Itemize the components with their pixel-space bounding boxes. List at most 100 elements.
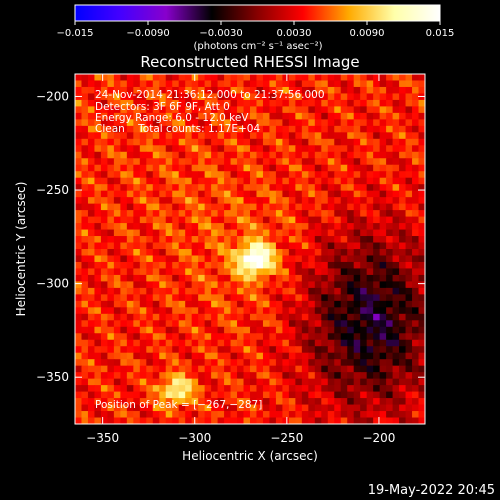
heatmap-cell bbox=[139, 378, 147, 386]
heatmap-cell bbox=[211, 300, 219, 308]
heatmap-cell bbox=[120, 242, 128, 250]
heatmap-cell bbox=[282, 223, 290, 231]
heatmap-cell bbox=[347, 203, 355, 211]
heatmap-cell bbox=[172, 281, 180, 289]
heatmap-cell bbox=[373, 177, 381, 185]
heatmap-cell bbox=[250, 223, 258, 231]
heatmap-cell bbox=[340, 391, 348, 399]
heatmap-cell bbox=[360, 287, 368, 295]
heatmap-cell bbox=[243, 417, 251, 424]
info-line-time: 24-Nov-2014 21:36:12.000 to 21:37:56.000 bbox=[95, 89, 325, 101]
heatmap-cell bbox=[237, 346, 245, 354]
heatmap-cell bbox=[152, 339, 160, 347]
heatmap-cell bbox=[237, 197, 245, 205]
heatmap-cell bbox=[152, 398, 160, 406]
heatmap-cell bbox=[334, 372, 342, 380]
heatmap-cell bbox=[301, 236, 309, 244]
heatmap-cell bbox=[139, 184, 147, 192]
heatmap-cell bbox=[250, 404, 258, 412]
heatmap-cell bbox=[75, 281, 83, 289]
heatmap-cell bbox=[126, 164, 134, 172]
heatmap-cell bbox=[314, 346, 322, 354]
heatmap-cell bbox=[386, 339, 394, 347]
heatmap-cell bbox=[418, 372, 425, 380]
heatmap-cell bbox=[340, 346, 348, 354]
heatmap-cell bbox=[373, 99, 381, 108]
heatmap-cell bbox=[308, 138, 316, 146]
heatmap-cell bbox=[288, 261, 296, 270]
heatmap-cell bbox=[256, 294, 264, 302]
heatmap-cell bbox=[269, 326, 277, 334]
heatmap-cell bbox=[217, 255, 225, 263]
heatmap-cell bbox=[288, 242, 296, 250]
heatmap-cell bbox=[75, 164, 83, 172]
heatmap-cell bbox=[295, 274, 303, 283]
heatmap-cell bbox=[230, 86, 238, 95]
heatmap-cell bbox=[230, 372, 238, 380]
heatmap-cell bbox=[146, 300, 154, 308]
heatmap-cell bbox=[373, 333, 381, 341]
heatmap-cell bbox=[217, 249, 225, 257]
heatmap-cell bbox=[295, 339, 303, 347]
heatmap-cell bbox=[146, 261, 154, 270]
heatmap-cell bbox=[94, 190, 102, 198]
heatmap-cell bbox=[360, 300, 368, 308]
heatmap-cell bbox=[379, 333, 387, 341]
heatmap-cell bbox=[275, 125, 284, 133]
heatmap-cell bbox=[217, 359, 225, 367]
heatmap-cell bbox=[75, 359, 83, 367]
heatmap-cell bbox=[211, 158, 219, 166]
heatmap-cell bbox=[360, 249, 368, 257]
heatmap-cell bbox=[237, 138, 245, 146]
heatmap-cell bbox=[250, 365, 258, 373]
heatmap-cell bbox=[185, 99, 193, 108]
heatmap-cell bbox=[392, 411, 400, 419]
heatmap-cell bbox=[152, 106, 160, 114]
heatmap-cell bbox=[399, 411, 407, 419]
heatmap-cell bbox=[275, 184, 284, 192]
heatmap-cell bbox=[327, 171, 335, 179]
heatmap-cell bbox=[392, 158, 400, 166]
heatmap-cell bbox=[327, 307, 335, 315]
heatmap-cell bbox=[269, 307, 277, 315]
heatmap-cell bbox=[321, 333, 329, 341]
heatmap-cell bbox=[308, 352, 316, 360]
heatmap-cell bbox=[360, 74, 368, 82]
heatmap-cell bbox=[139, 346, 147, 354]
heatmap-cell bbox=[243, 74, 251, 82]
heatmap-cell bbox=[353, 158, 361, 166]
heatmap-cell bbox=[100, 365, 109, 373]
heatmap-cell bbox=[288, 99, 296, 108]
heatmap-cell bbox=[288, 320, 296, 328]
heatmap-cell bbox=[301, 125, 309, 133]
heatmap-cell bbox=[152, 411, 160, 419]
heatmap-cell bbox=[288, 106, 296, 114]
heatmap-cell bbox=[100, 287, 109, 295]
heatmap-cell bbox=[366, 307, 374, 315]
heatmap-cell bbox=[282, 417, 290, 424]
heatmap-cell bbox=[353, 223, 361, 231]
heatmap-cell bbox=[120, 99, 128, 108]
heatmap-cell bbox=[353, 236, 361, 244]
heatmap-cell bbox=[152, 391, 160, 399]
heatmap-cell bbox=[198, 320, 206, 328]
heatmap-cell bbox=[301, 119, 309, 127]
heatmap-cell bbox=[146, 184, 154, 192]
heatmap-cell bbox=[418, 365, 425, 373]
heatmap-cell bbox=[198, 80, 206, 88]
heatmap-cell bbox=[230, 190, 238, 198]
heatmap-cell bbox=[340, 274, 348, 283]
heatmap-cell bbox=[262, 404, 271, 412]
heatmap-cell bbox=[243, 164, 251, 172]
heatmap-cell bbox=[275, 326, 284, 334]
heatmap-cell bbox=[347, 398, 355, 406]
heatmap-cell bbox=[81, 385, 89, 393]
heatmap-cell bbox=[282, 184, 290, 192]
heatmap-cell bbox=[120, 313, 128, 321]
heatmap-cell bbox=[87, 151, 96, 159]
heatmap-cell bbox=[224, 365, 232, 373]
heatmap-cell bbox=[100, 281, 109, 289]
heatmap-cell bbox=[243, 80, 251, 88]
heatmap-cell bbox=[139, 190, 147, 198]
heatmap-cell bbox=[250, 417, 258, 424]
